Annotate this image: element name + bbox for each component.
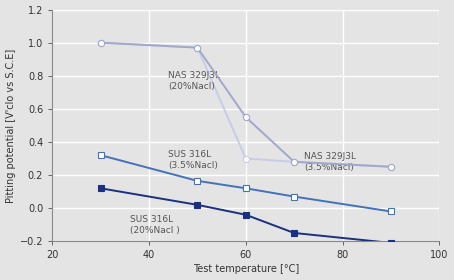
Text: SUS 316L
(20%Nacl ): SUS 316L (20%Nacl ) xyxy=(130,215,179,235)
Text: SUS 316L
(3.5%Nacl): SUS 316L (3.5%Nacl) xyxy=(168,150,218,170)
Y-axis label: Pitting potential [V'clo vs S.C.E]: Pitting potential [V'clo vs S.C.E] xyxy=(5,48,15,202)
Text: NAS 329J3L
(20%Nacl): NAS 329J3L (20%Nacl) xyxy=(168,71,220,91)
X-axis label: Test temperature [°C]: Test temperature [°C] xyxy=(192,264,299,274)
Text: NAS 329J3L
(3.5%Nacl): NAS 329J3L (3.5%Nacl) xyxy=(304,152,356,172)
